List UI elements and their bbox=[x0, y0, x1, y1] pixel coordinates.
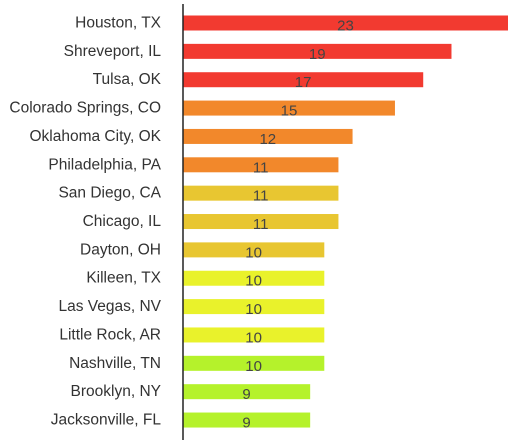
category-label: Colorado Springs, CO bbox=[9, 100, 161, 117]
category-label: Philadelphia, PA bbox=[48, 156, 161, 173]
value-label: 15 bbox=[281, 103, 298, 120]
category-label: Shreveport, IL bbox=[64, 43, 162, 60]
value-label: 17 bbox=[295, 74, 312, 91]
bar bbox=[183, 157, 339, 173]
value-label: 11 bbox=[253, 216, 269, 233]
bar bbox=[183, 384, 311, 400]
bar bbox=[183, 355, 325, 371]
category-label: San Diego, CA bbox=[58, 185, 161, 202]
bar bbox=[183, 15, 508, 31]
value-label: 9 bbox=[242, 415, 250, 432]
bar bbox=[183, 299, 325, 315]
category-labels: Houston, TX Shreveport, IL Tulsa, OK Colora… bbox=[9, 15, 161, 429]
value-label: 10 bbox=[245, 273, 262, 290]
bar bbox=[183, 270, 325, 286]
category-label: Chicago, IL bbox=[83, 213, 162, 230]
category-label: Houston, TX bbox=[75, 15, 162, 32]
bar bbox=[183, 72, 424, 88]
bar bbox=[183, 43, 452, 59]
value-label: 19 bbox=[309, 46, 326, 63]
category-label: Jacksonville, FL bbox=[51, 412, 162, 429]
bar bbox=[183, 327, 325, 343]
value-label: 9 bbox=[242, 386, 250, 403]
category-label: Killeen, TX bbox=[86, 270, 161, 287]
category-label: Nashville, TN bbox=[69, 355, 161, 372]
value-label: 10 bbox=[245, 244, 262, 261]
bar bbox=[183, 100, 395, 116]
bars bbox=[183, 15, 508, 428]
value-label: 11 bbox=[253, 188, 269, 205]
bar bbox=[183, 242, 325, 258]
value-label: 12 bbox=[259, 131, 276, 148]
category-label: Tulsa, OK bbox=[93, 71, 162, 88]
bar bbox=[183, 128, 353, 144]
category-label: Las Vegas, NV bbox=[58, 298, 161, 315]
bar bbox=[183, 412, 311, 428]
value-label: 23 bbox=[337, 18, 354, 35]
value-label: 10 bbox=[245, 301, 262, 318]
category-label: Little Rock, AR bbox=[59, 326, 161, 343]
bar bbox=[183, 214, 339, 230]
bar bbox=[183, 185, 339, 201]
category-label: Oklahoma City, OK bbox=[29, 128, 161, 145]
value-label: 10 bbox=[245, 329, 262, 346]
category-label: Brooklyn, NY bbox=[71, 383, 161, 400]
value-labels: 23 19 17 15 12 11 11 11 10 10 10 10 10 9 9 bbox=[242, 18, 353, 432]
category-label: Dayton, OH bbox=[80, 241, 161, 258]
value-label: 10 bbox=[245, 358, 262, 375]
value-label: 11 bbox=[253, 159, 269, 176]
